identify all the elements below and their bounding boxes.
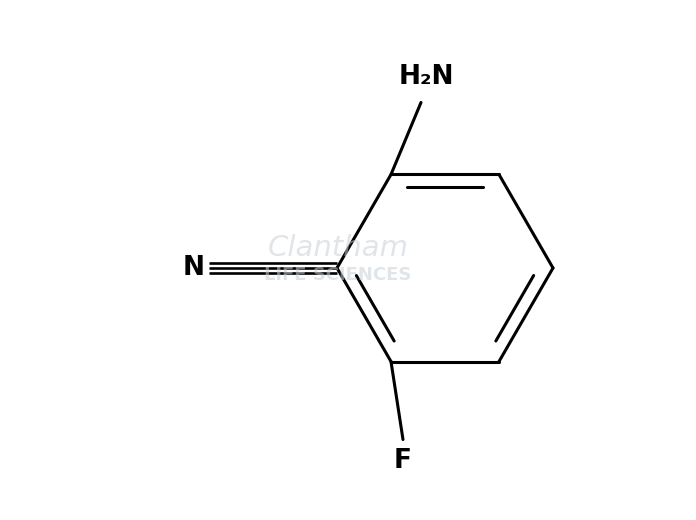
Text: Clantham: Clantham [267, 234, 409, 262]
Text: H₂N: H₂N [398, 64, 454, 90]
Text: F: F [394, 448, 412, 474]
Text: LIFE SCIENCES: LIFE SCIENCES [264, 266, 412, 284]
Text: N: N [183, 255, 205, 281]
